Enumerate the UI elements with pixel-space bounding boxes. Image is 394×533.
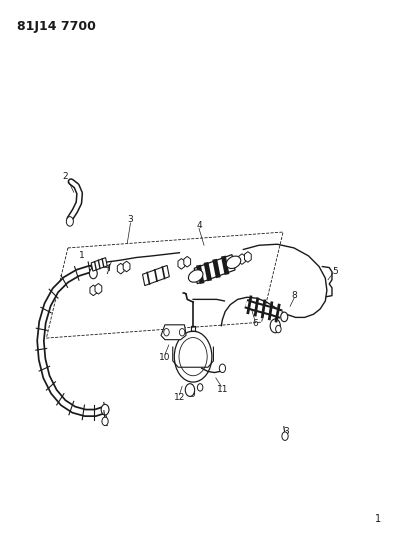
Circle shape — [89, 268, 97, 279]
Text: 1: 1 — [79, 252, 84, 261]
Text: 6: 6 — [252, 319, 258, 328]
Polygon shape — [244, 252, 251, 262]
Text: 8: 8 — [291, 291, 297, 300]
Polygon shape — [239, 254, 245, 264]
Polygon shape — [194, 255, 235, 284]
Polygon shape — [117, 263, 124, 274]
Circle shape — [197, 384, 203, 391]
Circle shape — [66, 216, 73, 226]
Circle shape — [219, 364, 225, 373]
Text: 10: 10 — [159, 353, 171, 362]
Polygon shape — [95, 284, 102, 294]
Text: 4: 4 — [196, 221, 202, 230]
Circle shape — [164, 328, 169, 336]
Circle shape — [101, 405, 109, 415]
Circle shape — [282, 432, 288, 440]
Text: 3: 3 — [283, 427, 289, 437]
Circle shape — [185, 384, 195, 397]
Circle shape — [276, 325, 281, 333]
Text: 2: 2 — [62, 172, 68, 181]
Text: 3: 3 — [128, 215, 133, 224]
Text: 7: 7 — [104, 268, 110, 276]
Text: 9: 9 — [190, 390, 195, 399]
Polygon shape — [143, 265, 169, 286]
Polygon shape — [90, 285, 97, 296]
Text: 1: 1 — [375, 514, 381, 523]
Circle shape — [179, 328, 185, 336]
Polygon shape — [161, 325, 186, 340]
Text: 81J14 7700: 81J14 7700 — [17, 20, 96, 33]
Text: 11: 11 — [217, 385, 228, 394]
Polygon shape — [91, 257, 107, 271]
Polygon shape — [184, 256, 191, 267]
Ellipse shape — [188, 270, 203, 282]
Text: 12: 12 — [174, 393, 185, 402]
Polygon shape — [178, 259, 185, 269]
Text: 1: 1 — [103, 419, 109, 428]
Ellipse shape — [226, 256, 241, 269]
Circle shape — [102, 417, 108, 425]
Text: 5: 5 — [332, 268, 338, 276]
Circle shape — [179, 337, 207, 376]
Circle shape — [174, 331, 212, 382]
Circle shape — [281, 312, 288, 321]
Polygon shape — [123, 261, 130, 272]
